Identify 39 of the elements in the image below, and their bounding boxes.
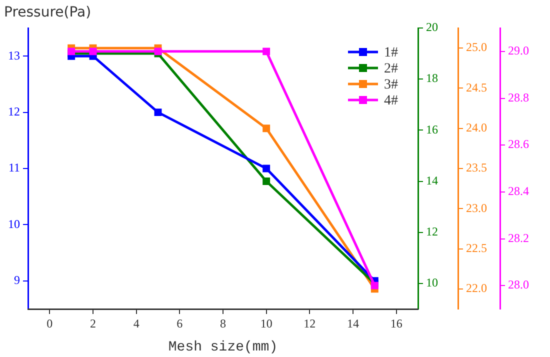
y-tick-label: 28.8 <box>508 90 529 104</box>
y3-tick-label: 24.0 <box>466 120 487 135</box>
y-tick-label: 13 <box>8 48 20 62</box>
y3-tick-label: 23.5 <box>466 160 487 175</box>
x-axis-title: Mesh size(mm) <box>168 339 278 356</box>
y-tick-label: 9 <box>14 273 20 288</box>
y2-tick-label: 10 <box>426 276 438 290</box>
y-tick-label: 29.0 <box>508 44 529 58</box>
x-tick-label: 10 <box>260 316 272 330</box>
y3-tick-label: 24.5 <box>466 80 487 94</box>
y-tick-label: 12 <box>8 104 20 118</box>
legend-label: 4# <box>384 94 398 109</box>
y2-tick-label: 20 <box>426 20 438 34</box>
y2-tick-label: 16 <box>426 122 438 136</box>
y2-tick-label: 18 <box>426 71 438 86</box>
y3-tick-label: 22.0 <box>466 281 487 296</box>
y-tick-label: 10 <box>8 216 20 231</box>
y-axis-title: Pressure(Pa) <box>4 4 92 21</box>
y2-tick-label: 14 <box>426 173 438 188</box>
y2-tick-label: 12 <box>426 224 438 239</box>
x-tick-label: 12 <box>304 316 316 330</box>
y-tick-label: 11 <box>8 160 20 175</box>
y-tick-label: 28.0 <box>508 278 529 292</box>
y-tick-label: 28.6 <box>508 137 529 152</box>
legend-label: 1# <box>384 46 398 61</box>
legend-label: 3# <box>384 78 398 93</box>
y3-tick-label: 22.5 <box>466 240 487 255</box>
x-tick-label: 8 <box>220 316 226 330</box>
x-tick-label: 4 <box>133 316 140 330</box>
x-tick-label: 16 <box>390 316 402 330</box>
y-tick-label: 28.2 <box>508 230 529 245</box>
y3-tick-label: 25.0 <box>466 40 487 54</box>
x-tick-label: 0 <box>46 316 53 330</box>
x-tick-label: 2 <box>90 316 96 330</box>
legend-label: 2# <box>384 62 398 77</box>
x-tick-label: 6 <box>176 316 183 330</box>
x-tick-label: 14 <box>347 316 359 330</box>
y-tick-label: 28.4 <box>508 184 529 198</box>
y3-tick-label: 23.0 <box>466 200 487 215</box>
